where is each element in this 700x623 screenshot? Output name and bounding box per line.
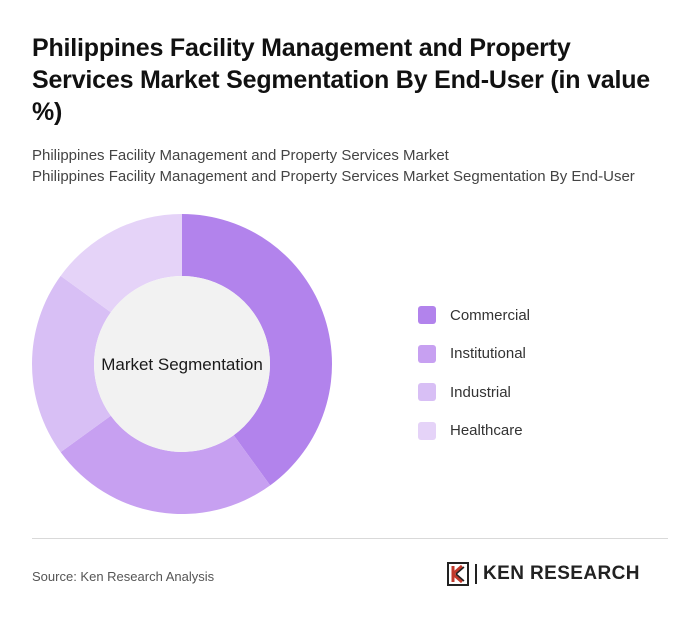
legend-swatch bbox=[418, 383, 436, 402]
ken-research-logo-icon bbox=[447, 562, 469, 586]
legend-label: Healthcare bbox=[450, 422, 523, 440]
donut-slices bbox=[31, 214, 332, 514]
footer-divider bbox=[32, 538, 668, 539]
logo-separator bbox=[475, 564, 477, 584]
slice-healthcare[interactable] bbox=[60, 214, 183, 313]
subtitle-line-1: Philippines Facility Management and Prop… bbox=[32, 147, 449, 164]
chart-subtitle: Philippines Facility Management and Prop… bbox=[32, 145, 682, 187]
legend-swatch bbox=[418, 421, 436, 440]
donut-chart: Market Segmentation bbox=[31, 214, 332, 514]
legend-label: Commercial bbox=[450, 306, 531, 324]
legend-item-healthcare[interactable]: Healthcare bbox=[418, 412, 530, 451]
subtitle-line-2: Philippines Facility Management and Prop… bbox=[32, 168, 635, 185]
legend-item-commercial[interactable]: Commercial bbox=[418, 296, 530, 335]
legend-label: Institutional bbox=[450, 345, 526, 363]
center-label: Market Segmentation bbox=[101, 355, 263, 374]
legend-label: Industrial bbox=[450, 383, 511, 401]
slice-commercial[interactable] bbox=[182, 214, 332, 486]
ken-research-logo: KEN RESEARCH bbox=[447, 562, 640, 586]
chart-title: Philippines Facility Management and Prop… bbox=[32, 34, 650, 126]
legend-swatch bbox=[418, 344, 436, 363]
slice-industrial[interactable] bbox=[31, 275, 111, 453]
logo-text: KEN RESEARCH bbox=[483, 563, 640, 584]
legend-item-industrial[interactable]: Industrial bbox=[418, 373, 530, 412]
legend-item-institutional[interactable]: Institutional bbox=[418, 335, 530, 374]
legend: Commercial Institutional Industrial Heal… bbox=[418, 296, 530, 450]
donut-hole bbox=[94, 276, 270, 452]
source-note: Source: Ken Research Analysis bbox=[32, 569, 215, 584]
legend-swatch bbox=[418, 306, 436, 325]
slice-institutional[interactable] bbox=[60, 415, 271, 514]
